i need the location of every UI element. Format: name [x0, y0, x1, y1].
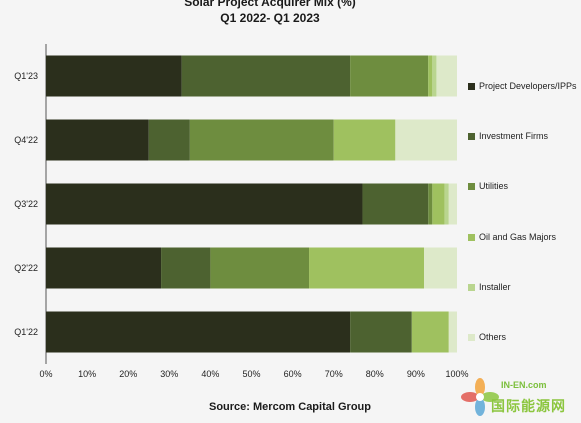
chart-source: Source: Mercom Capital Group — [209, 401, 371, 413]
chart-title-block: Solar Project Acquirer Mix (%) Q1 2022- … — [0, 0, 540, 26]
legend-item: Project Developers/IPPs — [468, 80, 577, 92]
watermark-domain: IN-EN.com — [501, 380, 547, 390]
category-label: Q1'22 — [14, 327, 38, 337]
legend-label: Investment Firms — [479, 131, 549, 141]
legend-label: Installer — [479, 282, 511, 292]
chart-subtitle: Q1 2022- Q1 2023 — [220, 11, 320, 25]
x-tick-label: 100% — [445, 369, 468, 379]
x-tick-label: 60% — [284, 369, 302, 379]
x-tick-label: 70% — [325, 369, 343, 379]
bar-segment-4-3 — [210, 247, 310, 289]
bar-segment-4-6 — [424, 247, 457, 289]
bar-segment-4-1 — [46, 247, 162, 289]
legend-label: Oil and Gas Majors — [479, 232, 557, 242]
x-tick-label: 50% — [242, 369, 260, 379]
legend-item: Investment Firms — [468, 130, 548, 142]
bar-segment-2-1 — [46, 119, 149, 161]
bar-segment-3-1 — [46, 183, 363, 225]
category-label: Q2'22 — [14, 263, 38, 273]
bar-segment-3-6 — [448, 183, 457, 225]
legend-swatch — [468, 82, 475, 90]
category-label: Q3'22 — [14, 199, 38, 209]
category-label: Q4'22 — [14, 135, 38, 145]
legend-item: Installer — [468, 281, 511, 293]
legend-swatch — [468, 233, 475, 241]
bar-segment-5-1 — [46, 311, 351, 353]
watermark-name: 国际能源网 — [491, 398, 566, 414]
legend-label: Project Developers/IPPs — [479, 81, 577, 91]
x-tick-label: 80% — [366, 369, 384, 379]
bar-segment-1-6 — [436, 55, 457, 97]
chart-title: Solar Project Acquirer Mix (%) — [184, 0, 356, 9]
bar-segment-3-5 — [444, 183, 449, 225]
bar-segment-1-4 — [428, 55, 433, 97]
x-tick-label: 30% — [160, 369, 178, 379]
x-tick-label: 20% — [119, 369, 137, 379]
legend: Project Developers/IPPs Investment Firms U… — [468, 0, 581, 400]
bar-segment-2-6 — [395, 119, 457, 161]
bar-segment-4-2 — [161, 247, 211, 289]
x-tick-label: 40% — [201, 369, 219, 379]
legend-label: Utilities — [479, 181, 509, 191]
bar-segment-3-2 — [362, 183, 429, 225]
bar-segment-4-4 — [309, 247, 425, 289]
legend-item: Others — [468, 331, 506, 343]
watermark: IN-EN.com 国际能源网 — [455, 372, 581, 423]
x-tick-label: 90% — [407, 369, 425, 379]
bar-segment-3-3 — [428, 183, 433, 225]
x-tick-label: 0% — [39, 369, 52, 379]
flower-logo-icon — [461, 378, 499, 416]
bar-segment-2-3 — [189, 119, 334, 161]
bar-segment-1-3 — [350, 55, 429, 97]
legend-swatch — [468, 182, 475, 190]
legend-swatch — [468, 283, 475, 291]
legend-item: Oil and Gas Majors — [468, 231, 556, 243]
legend-swatch — [468, 333, 475, 341]
bar-segment-5-2 — [350, 311, 412, 353]
bar-segment-5-6 — [448, 311, 457, 353]
category-label: Q1'23 — [14, 71, 38, 81]
legend-item: Utilities — [468, 180, 508, 192]
bar-segment-5-4 — [411, 311, 449, 353]
bar-segment-1-5 — [432, 55, 437, 97]
bar-segment-2-4 — [333, 119, 396, 161]
x-tick-label: 10% — [78, 369, 96, 379]
bar-segment-1-1 — [46, 55, 182, 97]
legend-label: Others — [479, 332, 507, 342]
bar-segment-2-2 — [148, 119, 190, 161]
bar-segment-3-4 — [432, 183, 445, 225]
legend-swatch — [468, 132, 475, 140]
bar-segment-1-2 — [181, 55, 351, 97]
